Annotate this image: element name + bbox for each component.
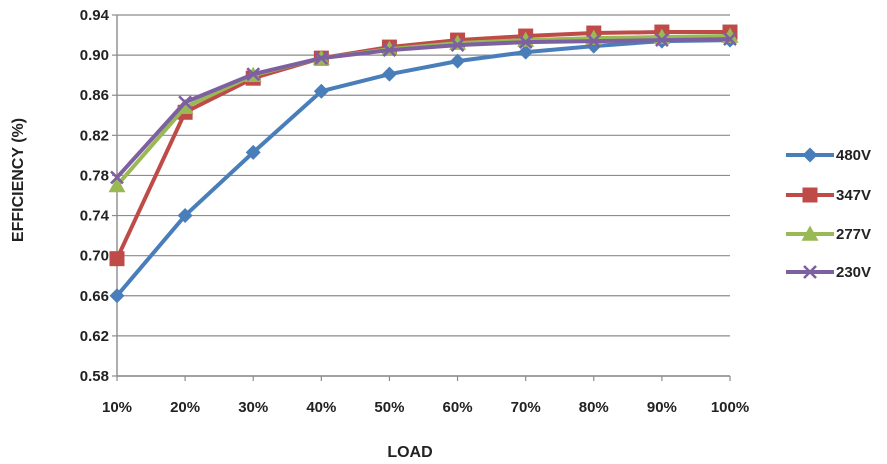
series-480V xyxy=(109,32,738,304)
legend-label: 480V xyxy=(836,147,871,164)
y-tick-label: 0.82 xyxy=(80,127,109,144)
data-point xyxy=(518,35,533,49)
series-347V xyxy=(109,24,738,267)
data-point xyxy=(314,51,329,66)
x-tick-label: 30% xyxy=(238,399,268,416)
y-tick-label: 0.58 xyxy=(80,368,109,385)
data-point xyxy=(110,170,124,185)
y-tick-label: 0.86 xyxy=(80,87,109,104)
y-axis-ticks: 0.58 0.62 0.66 0.70 0.74 0.78 0.82 0.86 0.90 0.94 xyxy=(80,7,110,385)
legend-item-480V: 480V xyxy=(786,147,871,164)
x-tick-label: 60% xyxy=(443,399,473,416)
y-tick-label: 0.94 xyxy=(80,7,110,24)
series-230V xyxy=(110,32,737,185)
series-277V xyxy=(108,27,739,193)
y-tick-label: 0.78 xyxy=(80,167,109,184)
data-point xyxy=(177,208,193,224)
x-tick-label: 70% xyxy=(511,399,541,416)
data-point xyxy=(723,32,737,46)
data-point xyxy=(382,43,397,58)
data-point xyxy=(518,44,534,60)
x-tick-label: 90% xyxy=(647,399,677,416)
y-tick-label: 0.62 xyxy=(80,328,109,345)
x-tick-label: 100% xyxy=(711,399,749,416)
x-tick-label: 40% xyxy=(306,399,336,416)
legend-label: 277V xyxy=(836,226,871,243)
legend-marker-icon xyxy=(802,147,818,163)
y-axis-title: EFFICIENCY (%) xyxy=(10,118,27,242)
data-point xyxy=(450,38,465,53)
x-axis-title: LOAD xyxy=(387,444,432,461)
legend-marker-icon xyxy=(802,187,818,203)
data-point xyxy=(176,98,194,115)
x-tick-label: 20% xyxy=(170,399,200,416)
legend-item-277V: 277V xyxy=(786,225,871,243)
legend-label: 230V xyxy=(836,264,871,281)
y-tick-label: 0.70 xyxy=(80,248,109,265)
x-axis-ticks: 10% 20% 30% 40% 50% 60% 70% 80% 90% 100% xyxy=(102,376,749,416)
data-point xyxy=(654,33,669,47)
grid xyxy=(112,14,730,377)
data-point xyxy=(178,95,193,110)
series-line-347V xyxy=(115,30,730,260)
data-point xyxy=(245,144,261,160)
y-tick-label: 0.90 xyxy=(80,47,109,64)
data-point xyxy=(109,288,125,304)
legend-marker-icon xyxy=(801,225,819,241)
data-point xyxy=(450,53,466,69)
series-line-230V xyxy=(115,37,731,179)
x-tick-label: 50% xyxy=(374,399,404,416)
y-tick-label: 0.66 xyxy=(80,288,109,305)
series-line-480V xyxy=(115,38,731,298)
data-point xyxy=(313,83,329,99)
data-point xyxy=(109,251,125,267)
series-line-277V xyxy=(115,34,731,187)
legend-item-347V: 347V xyxy=(786,187,871,204)
data-point xyxy=(586,34,601,48)
legend-marker-icon xyxy=(803,265,817,279)
series-group xyxy=(108,24,739,304)
data-point xyxy=(381,66,397,82)
y-tick-label: 0.74 xyxy=(80,208,110,225)
data-point xyxy=(246,67,261,82)
legend-item-230V: 230V xyxy=(786,264,871,281)
legend-label: 347V xyxy=(836,187,871,204)
axes xyxy=(116,15,730,377)
x-tick-label: 10% xyxy=(102,399,132,416)
legend: 480V 347V 277V 230V xyxy=(786,147,871,281)
data-point xyxy=(108,176,126,193)
x-tick-label: 80% xyxy=(579,399,609,416)
